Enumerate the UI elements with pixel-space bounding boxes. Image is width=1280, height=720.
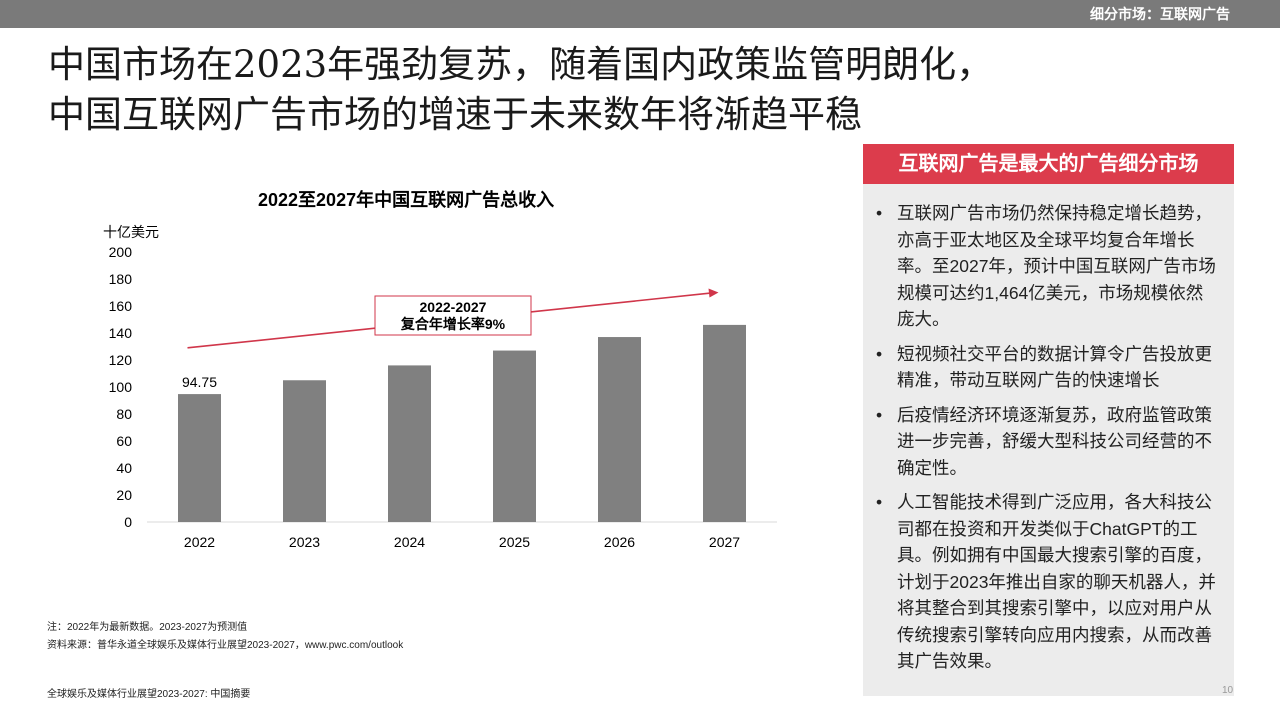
y-tick-label: 80 [116,406,132,422]
page-number: 10 [1222,685,1234,696]
x-tick-label: 2022 [184,534,215,550]
bullet-text: 人工智能技术得到广泛应用，各大科技公司都在投资和开发类似于ChatGPT的工具。… [897,492,1216,671]
bullet-item: • 互联网广告市场仍然保持稳定增长趋势，亦高于亚太地区及全球平均复合年增长率。至2… [876,200,1218,333]
bar-2024 [388,365,431,522]
cagr-annotation-box [374,295,532,336]
bullet-text: 互联网广告市场仍然保持稳定增长趋势，亦高于亚太地区及全球平均复合年增长率。至20… [897,203,1216,329]
y-tick-label: 140 [109,325,133,341]
y-tick-label: 200 [109,244,133,260]
bar-2025 [493,350,536,522]
y-tick-label: 120 [109,352,133,368]
y-tick-label: 40 [116,460,132,476]
page-title-line2: 中国互联网广告市场的增速于未来数年将渐趋平稳 [48,93,862,136]
x-tick-label: 2027 [709,534,740,550]
cagr-annotation-rate: 复合年增长率9% [400,316,506,332]
bullet-list: • 互联网广告市场仍然保持稳定增长趋势，亦高于亚太地区及全球平均复合年增长率。至2… [863,184,1234,675]
top-bar: 细分市场：互联网广告 [0,0,1280,28]
bullet-item: • 后疫情经济环境逐渐复苏，政府监管政策进一步完善，舒缓大型科技公司经营的不确定性… [876,402,1218,482]
x-tick-label: 2024 [394,534,425,550]
bullet-dot-icon: • [876,492,883,512]
bullet-item: • 人工智能技术得到广泛应用，各大科技公司都在投资和开发类似于ChatGPT的工具… [876,489,1218,675]
y-tick-label: 100 [109,379,133,395]
bullet-dot-icon: • [876,343,883,364]
document-title: 全球娱乐及媒体行业展望2023-2027: 中国摘要 [47,689,251,700]
bullet-dot-icon: • [876,203,883,223]
bullet-dot-icon: • [876,404,883,425]
bar-2023 [283,380,326,522]
section-label: 细分市场：互联网广告 [1090,6,1230,22]
bullet-text: 后疫情经济环境逐渐复苏，政府监管政策进一步完善，舒缓大型科技公司经营的不确定性。 [897,404,1212,478]
page-title-line1: 中国市场在2023年强劲复苏，随着国内政策监管明朗化， [48,43,994,86]
footnote-note: 注：2022年为最新数据。2023-2027为预测值 [47,622,248,633]
page-title: 中国市场在2023年强劲复苏，随着国内政策监管明朗化， 中国互联网广告市场的增速… [48,40,993,140]
bar-chart: 0 20 40 60 80 100 120 140 160 180 200 2022 94.75 2023… [109,244,777,550]
x-tick-label: 2023 [289,534,320,550]
y-axis-unit-label: 十亿美元 [103,224,159,240]
y-tick-label: 20 [116,487,132,503]
y-tick-label: 160 [109,298,133,314]
cagr-annotation-period: 2022-2027 [420,299,487,315]
y-tick-label: 60 [116,433,132,449]
insight-panel: • 互联网广告市场仍然保持稳定增长趋势，亦高于亚太地区及全球平均复合年增长率。至2… [863,184,1234,696]
footnote-source: 资料来源：普华永道全球娱乐及媒体行业展望2023-2027，www.pwc.co… [47,640,404,651]
data-label: 94.75 [182,374,217,390]
y-tick-label: 0 [124,514,132,530]
bullet-text: 短视频社交平台的数据计算令广告投放更精准，带动互联网广告的快速增长 [897,343,1212,391]
bar-2022 [178,394,221,522]
y-tick-label: 180 [109,271,133,287]
chart-title: 2022至2027年中国互联网广告总收入 [258,190,555,210]
bar-2027 [703,324,746,522]
x-tick-label: 2025 [499,534,530,550]
bullet-item: • 短视频社交平台的数据计算令广告投放更精准，带动互联网广告的快速增长 [876,341,1218,394]
x-tick-label: 2026 [604,534,635,550]
bar-2026 [598,337,641,522]
panel-header: 互联网广告是最大的广告细分市场 [863,144,1234,184]
trend-arrowhead-icon [708,288,719,298]
